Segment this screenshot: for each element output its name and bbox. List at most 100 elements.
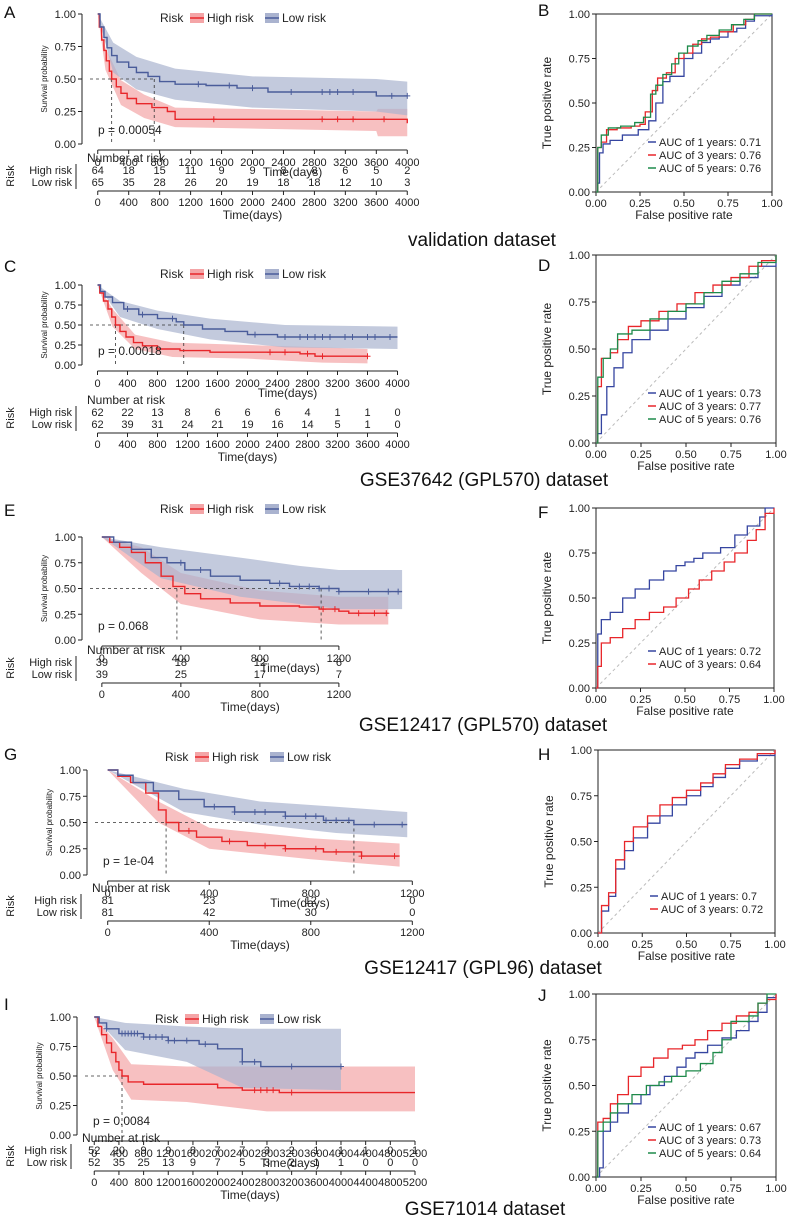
roc-legend-entry: AUC of 1 years: 0.7 xyxy=(661,891,757,903)
risk-count-high: 11 xyxy=(185,165,196,177)
x-tick-label: 1.00 xyxy=(765,449,786,461)
risk-table-x-label: Time(days) xyxy=(230,938,290,952)
low-risk-confidence-band xyxy=(101,537,403,610)
censor-mark xyxy=(385,588,392,595)
risk-table-tick-label: 1200 xyxy=(156,1177,180,1189)
y-tick-label: 0.50 xyxy=(55,320,76,332)
x-tick-label: 0.50 xyxy=(676,939,697,951)
censor-mark xyxy=(331,606,338,613)
risk-count-high: 22 xyxy=(121,407,133,419)
x-tick-label: 4800 xyxy=(378,1148,402,1160)
risk-table-tick-label: 1200 xyxy=(178,197,202,209)
risk-count-low: 0 xyxy=(363,1157,369,1169)
x-tick-label: 2400 xyxy=(271,157,295,169)
x-tick-label: 800 xyxy=(134,1148,152,1160)
y-tick-label: 0.50 xyxy=(569,1081,590,1093)
risk-count-low: 5 xyxy=(239,1157,245,1169)
roc-curve-auc3 xyxy=(596,994,777,1178)
x-tick-label: 1200 xyxy=(400,888,424,900)
risk-table-tick-label: 0 xyxy=(95,197,101,209)
legend-low-risk: Low risk xyxy=(282,11,327,25)
x-tick-label: 0.50 xyxy=(674,694,695,706)
risk-count-low: 52 xyxy=(88,1157,100,1169)
censor-mark xyxy=(183,1037,190,1044)
x-tick-label: 2000 xyxy=(235,378,259,390)
censor-mark xyxy=(326,585,333,592)
x-tick-label: 0.75 xyxy=(720,449,741,461)
censor-mark xyxy=(334,116,341,123)
legend-title: Risk xyxy=(155,1012,179,1026)
risk-count-low: 39 xyxy=(96,669,108,681)
risk-count-high: 9 xyxy=(218,165,224,177)
dataset-title: GSE37642 (GPL570) dataset xyxy=(360,470,609,491)
risk-count-low: 0 xyxy=(412,1157,418,1169)
x-tick-label: 1600 xyxy=(209,157,233,169)
y-tick-label: 1.00 xyxy=(569,503,590,515)
risk-table-tick-label: 400 xyxy=(120,197,138,209)
censor-mark xyxy=(239,1058,246,1065)
censor-mark xyxy=(319,116,326,123)
censor-mark xyxy=(185,827,192,834)
censor-mark xyxy=(263,1087,270,1094)
panel-label: A xyxy=(4,3,16,22)
risk-count-high: 8 xyxy=(190,1145,196,1157)
censor-mark xyxy=(252,331,258,338)
risk-table-tick-label: 1600 xyxy=(209,197,233,209)
roc-legend-entry: AUC of 3 years: 0.72 xyxy=(661,904,763,916)
risk-row-label-high: High risk xyxy=(34,895,77,907)
x-tick-label: 400 xyxy=(110,1148,128,1160)
censor-mark xyxy=(358,853,365,860)
risk-count-low: 18 xyxy=(277,177,289,189)
censor-mark xyxy=(288,1063,295,1070)
risk-table-tick-label: 2400 xyxy=(265,439,289,451)
risk-table-tick-label: 400 xyxy=(200,927,218,939)
risk-count-high: 6 xyxy=(336,657,342,669)
x-tick-label: 0.75 xyxy=(717,198,738,210)
y-tick-label: 1.00 xyxy=(569,989,590,1001)
risk-table-tick-label: 2800 xyxy=(255,1177,279,1189)
censor-mark xyxy=(319,353,326,360)
censor-mark xyxy=(165,1037,172,1044)
risk-table-tick-label: 4000 xyxy=(329,1177,353,1189)
x-axis-label: False positive rate xyxy=(635,208,733,222)
number-at-risk-title: Number at risk xyxy=(87,643,166,657)
roc-curve-auc1 xyxy=(598,750,776,934)
censor-mark xyxy=(152,1034,159,1041)
panel-label: C xyxy=(4,257,16,276)
censor-mark xyxy=(312,334,318,340)
risk-row-label-high: High risk xyxy=(29,165,72,177)
y-axis-label: Survival probability xyxy=(40,45,49,112)
risk-table-tick-label: 4800 xyxy=(378,1177,402,1189)
x-axis-label: Time(days) xyxy=(260,1156,320,1170)
risk-table-tick-label: 800 xyxy=(302,927,320,939)
x-tick-label: 0.00 xyxy=(585,694,606,706)
risk-table-tick-label: 3200 xyxy=(279,1177,303,1189)
censor-mark xyxy=(159,1034,166,1041)
risk-count-high: 2 xyxy=(404,165,410,177)
y-tick-label: 0.25 xyxy=(569,1126,590,1138)
panel-label: J xyxy=(538,986,547,1005)
y-tick-label: 0.00 xyxy=(571,928,592,940)
y-tick-label: 0.75 xyxy=(569,1035,590,1047)
y-tick-label: 0.75 xyxy=(569,548,590,560)
censor-mark xyxy=(371,821,378,828)
risk-count-low: 26 xyxy=(184,177,196,189)
censor-mark xyxy=(319,334,326,340)
risk-row-label-high: High risk xyxy=(29,407,72,419)
censor-mark xyxy=(350,89,357,95)
x-axis-label: False positive rate xyxy=(638,949,736,963)
risk-count-high: 20 xyxy=(113,1145,125,1157)
y-tick-label: 0.25 xyxy=(50,1101,71,1113)
risk-table-x-label: Time(days) xyxy=(218,450,278,464)
risk-count-low: 18 xyxy=(308,177,320,189)
censor-mark xyxy=(399,821,406,828)
censor-mark xyxy=(316,585,323,592)
y-tick-label: 0.25 xyxy=(571,882,592,894)
censor-mark xyxy=(320,606,327,613)
risk-count-low: 31 xyxy=(151,419,163,431)
y-tick-label: 0.75 xyxy=(60,791,81,803)
risk-count-high: 62 xyxy=(91,407,103,419)
censor-mark xyxy=(146,1034,153,1041)
risk-count-high: 52 xyxy=(88,1145,100,1157)
risk-count-low: 7 xyxy=(336,669,342,681)
